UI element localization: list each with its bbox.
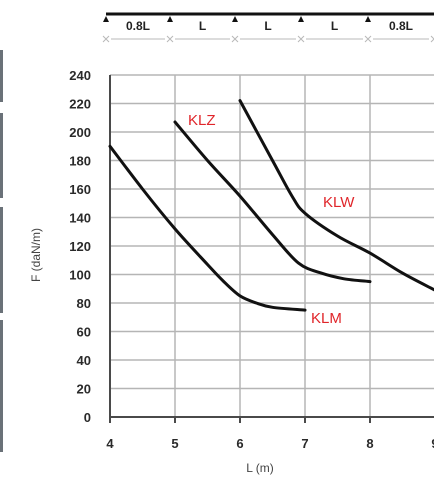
y-tick-label: 20 (77, 382, 91, 397)
y-axis-label: F (daN/m) (29, 228, 43, 282)
left-edge-fragment (0, 50, 3, 102)
y-tick-label: 140 (69, 211, 91, 226)
y-tick-label: 0 (84, 410, 91, 425)
x-tick-label: 4 (106, 436, 114, 451)
dimension-tick (430, 35, 434, 43)
support-marker (167, 16, 173, 22)
curve-labels: KLM KLZ KLW (188, 112, 355, 327)
x-tick-label: 5 (171, 436, 178, 451)
x-axis-label: L (m) (246, 461, 274, 475)
support-marker (103, 16, 109, 22)
y-tick-label: 100 (69, 268, 91, 283)
span-diagram: 0.8L L L L 0.8L (102, 12, 434, 43)
curve-klm (108, 144, 307, 312)
y-tick-label: 120 (69, 239, 91, 254)
y-tick-label: 80 (77, 296, 91, 311)
y-tick-label: 180 (69, 154, 91, 169)
tick-labels: 0 20 40 60 80 100 120 140 160 180 200 220 240 4 5 6 7 8 9 (69, 68, 434, 451)
dimension-tick (166, 35, 174, 43)
grid-lines (109, 74, 434, 418)
y-tick-label: 40 (77, 353, 91, 368)
support-marker (365, 16, 371, 22)
y-tick-label: 160 (69, 182, 91, 197)
x-tick-label: 8 (366, 436, 373, 451)
y-tick-label: 220 (69, 97, 91, 112)
dimension-tick (297, 35, 305, 43)
dimension-tick (231, 35, 239, 43)
support-marker (298, 16, 304, 22)
y-tick-label: 240 (69, 68, 91, 83)
dimension-tick (102, 35, 110, 43)
x-tick-label: 7 (301, 436, 308, 451)
span-segment-label: 0.8L (389, 19, 413, 33)
span-segment-label: 0.8L (126, 19, 150, 33)
x-tick-label: 9 (431, 436, 434, 451)
span-segment-label: L (199, 19, 206, 33)
x-tick-label: 6 (236, 436, 243, 451)
support-marker (232, 16, 238, 22)
left-edge-fragment (0, 113, 3, 198)
dimension-tick (364, 35, 372, 43)
span-segment-label: L (264, 19, 271, 33)
axes (109, 75, 434, 423)
left-edge-fragment (0, 320, 3, 452)
y-tick-label: 60 (77, 325, 91, 340)
series-label-klz: KLZ (188, 112, 216, 129)
span-segment-label: L (331, 19, 338, 33)
left-edge-fragment (0, 207, 3, 313)
series-label-klw: KLW (323, 194, 355, 211)
curve-klz (173, 120, 372, 284)
curve-klw (238, 99, 434, 292)
series-label-klm: KLM (311, 310, 342, 327)
curves (108, 99, 434, 312)
y-tick-label: 200 (69, 125, 91, 140)
